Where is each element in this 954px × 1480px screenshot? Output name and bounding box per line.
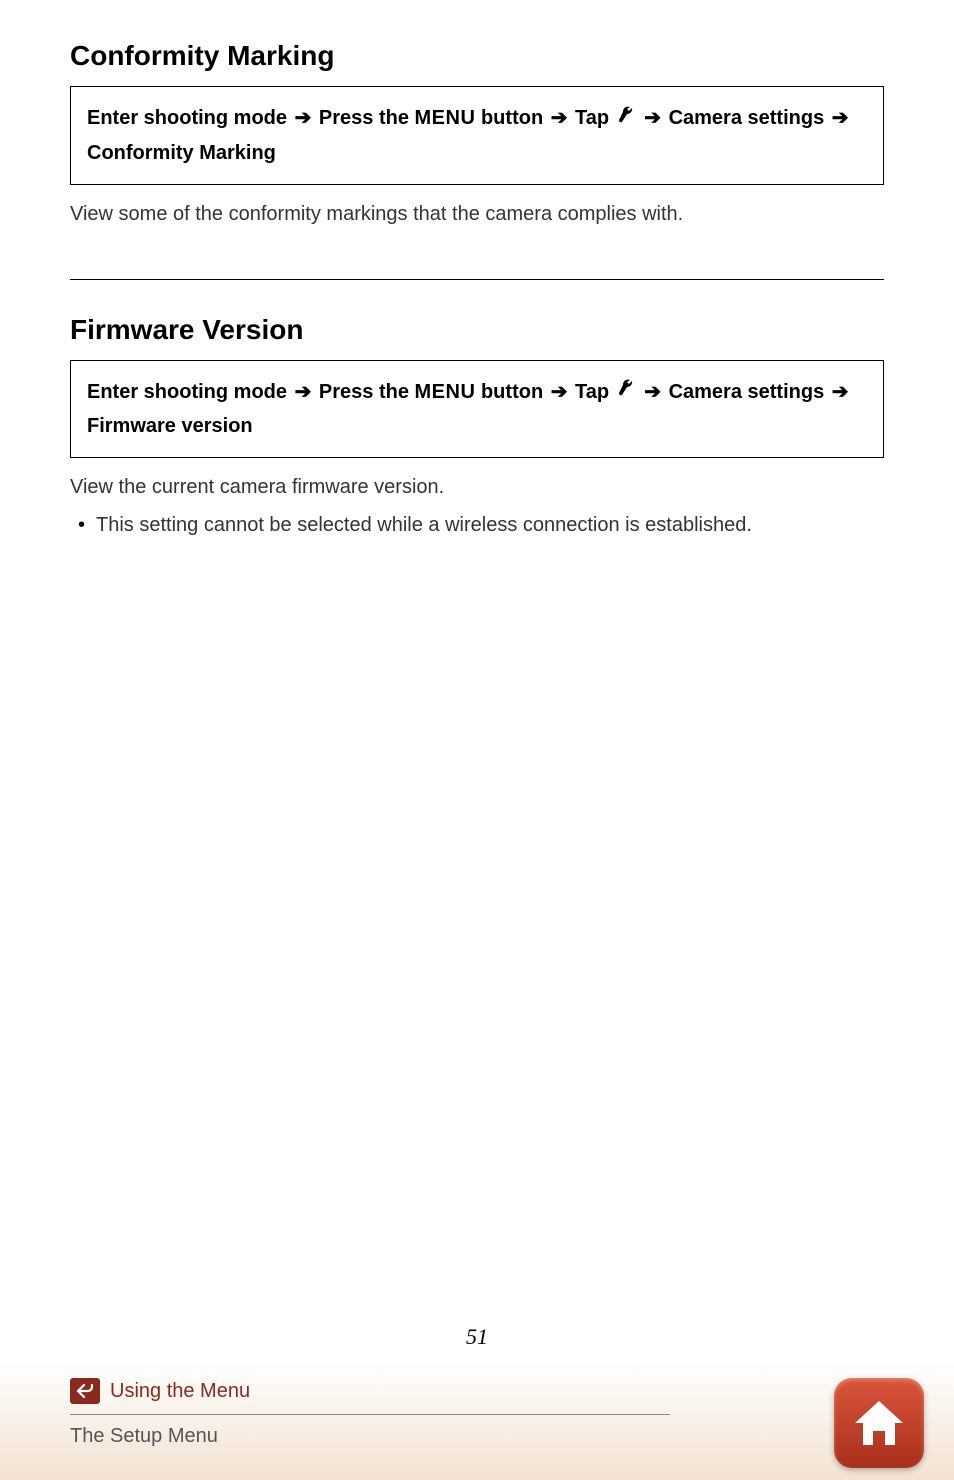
arrow-icon: ➔ <box>295 101 312 135</box>
firmware-bullet-list: This setting cannot be selected while a … <box>70 510 884 540</box>
nav-text: Camera settings <box>669 107 825 129</box>
arrow-icon: ➔ <box>832 375 849 409</box>
back-arrow-icon <box>70 1378 100 1404</box>
nav-text: button <box>481 107 543 129</box>
section-body-conformity: View some of the conformity markings tha… <box>70 199 884 229</box>
wrench-icon <box>617 102 635 136</box>
nav-text: button <box>481 381 543 403</box>
footer-section-label: The Setup Menu <box>70 1425 884 1448</box>
home-icon <box>851 1397 907 1449</box>
wrench-icon <box>617 375 635 409</box>
list-item: This setting cannot be selected while a … <box>74 510 884 540</box>
arrow-icon: ➔ <box>551 101 568 135</box>
arrow-icon: ➔ <box>551 375 568 409</box>
section-body-firmware: View the current camera firmware version… <box>70 472 884 502</box>
arrow-icon: ➔ <box>644 101 661 135</box>
page-number: 51 <box>0 1324 954 1350</box>
section-divider <box>70 279 884 280</box>
nav-text: Enter shooting mode <box>87 381 287 403</box>
nav-text: Tap <box>575 107 609 129</box>
arrow-icon: ➔ <box>295 375 312 409</box>
nav-text: Press the <box>319 107 409 129</box>
nav-text: Tap <box>575 381 609 403</box>
section-title-conformity: Conformity Marking <box>70 40 884 72</box>
home-button[interactable] <box>834 1378 924 1468</box>
nav-text: Firmware version <box>87 415 253 437</box>
menu-button-label: MENU <box>415 381 476 403</box>
menu-button-label: MENU <box>415 107 476 129</box>
nav-text: Camera settings <box>669 381 825 403</box>
nav-path-conformity: Enter shooting mode ➔ Press the MENU but… <box>70 86 884 185</box>
nav-path-firmware: Enter shooting mode ➔ Press the MENU but… <box>70 360 884 459</box>
nav-text: Enter shooting mode <box>87 107 287 129</box>
page-footer: Using the Menu The Setup Menu <box>0 1360 954 1480</box>
nav-text: Press the <box>319 381 409 403</box>
section-title-firmware: Firmware Version <box>70 314 884 346</box>
back-link[interactable]: Using the Menu <box>70 1360 670 1415</box>
nav-text: Conformity Marking <box>87 142 276 164</box>
arrow-icon: ➔ <box>644 375 661 409</box>
back-link-label: Using the Menu <box>110 1380 250 1403</box>
arrow-icon: ➔ <box>832 101 849 135</box>
